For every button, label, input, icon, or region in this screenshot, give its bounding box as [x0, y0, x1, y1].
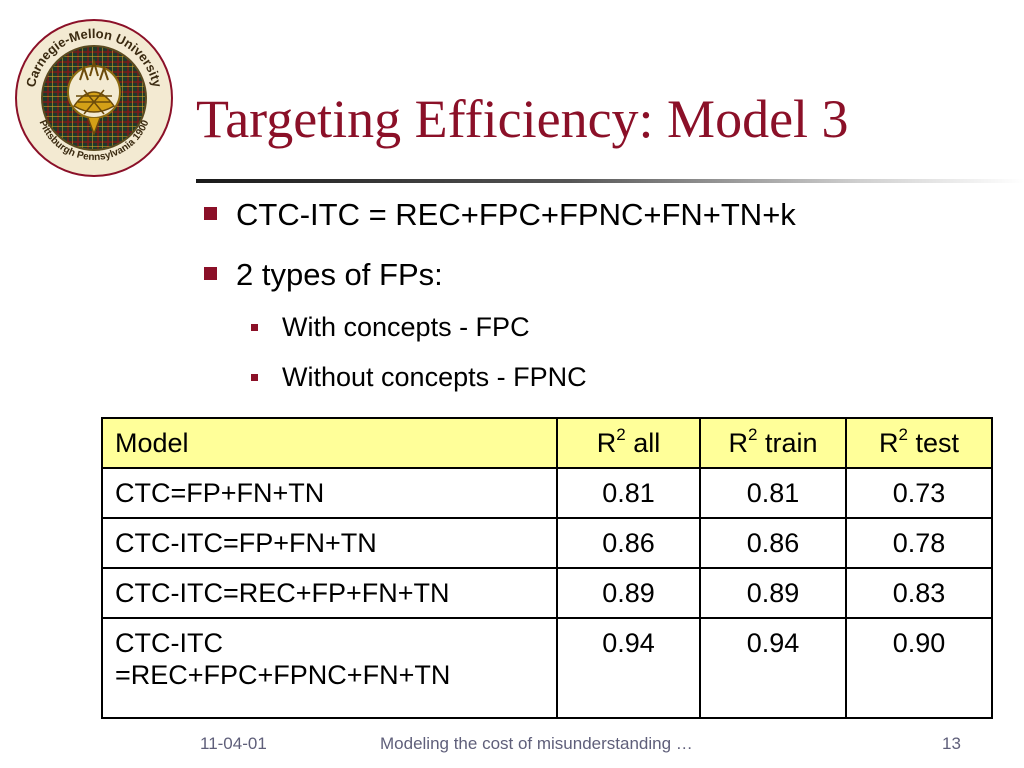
- footer-title: Modeling the cost of misunderstanding …: [380, 734, 693, 753]
- thistle-icon: [67, 58, 121, 137]
- square-bullet-icon: [204, 207, 217, 220]
- header-r2-test: R2 test: [845, 417, 993, 469]
- table-row: CTC-ITC =REC+FPC+FPNC+FN+TN 0.94 0.94 0.…: [101, 617, 993, 719]
- table-row: CTC-ITC=REC+FP+FN+TN 0.89 0.89 0.83: [101, 567, 993, 619]
- square-bullet-icon: [204, 267, 217, 280]
- square-bullet-icon: [251, 324, 258, 331]
- cell-r2-train: 0.94: [699, 617, 847, 719]
- footer-date: 11-04-01: [200, 734, 267, 753]
- cell-model: CTC-ITC=FP+FN+TN: [101, 517, 558, 569]
- cell-r2-all: 0.86: [556, 517, 701, 569]
- cmu-seal-logo: Carnegie-Mellon University Pittsburgh Pe…: [15, 19, 173, 177]
- page-number: 13: [942, 734, 961, 753]
- table-row: CTC-ITC=FP+FN+TN 0.86 0.86 0.78: [101, 517, 993, 569]
- sub-bullet-text: With concepts - FPC: [282, 312, 530, 342]
- header-r2-all: R2 all: [556, 417, 701, 469]
- cell-r2-train: 0.89: [699, 567, 847, 619]
- results-table: Model R2 all R2 train R2 test CTC=FP+FN+…: [101, 417, 993, 719]
- cell-model-line: =REC+FPC+FPNC+FN+TN: [115, 660, 451, 690]
- cell-r2-all: 0.81: [556, 467, 701, 519]
- sub-bullet-text: Without concepts - FPNC: [282, 362, 587, 392]
- cell-r2-test: 0.73: [845, 467, 993, 519]
- cell-model: CTC-ITC =REC+FPC+FPNC+FN+TN: [101, 617, 558, 719]
- header-model: Model: [101, 417, 558, 469]
- bullet-text: 2 types of FPs:: [236, 257, 443, 292]
- cell-r2-train: 0.86: [699, 517, 847, 569]
- cell-r2-test: 0.90: [845, 617, 993, 719]
- title-divider: [196, 179, 1024, 183]
- cell-r2-all: 0.94: [556, 617, 701, 719]
- cell-r2-train: 0.81: [699, 467, 847, 519]
- bullet-text: CTC-ITC = REC+FPC+FPNC+FN+TN+k: [236, 197, 796, 232]
- cell-model-line: CTC-ITC: [115, 628, 223, 658]
- table-header-row: Model R2 all R2 train R2 test: [101, 417, 993, 469]
- header-r2-train: R2 train: [699, 417, 847, 469]
- slide-title: Targeting Efficiency: Model 3: [196, 89, 849, 149]
- cell-r2-test: 0.83: [845, 567, 993, 619]
- table-row: CTC=FP+FN+TN 0.81 0.81 0.73: [101, 467, 993, 519]
- cell-model: CTC=FP+FN+TN: [101, 467, 558, 519]
- square-bullet-icon: [251, 374, 258, 381]
- cell-model: CTC-ITC=REC+FP+FN+TN: [101, 567, 558, 619]
- cell-r2-test: 0.78: [845, 517, 993, 569]
- cell-r2-all: 0.89: [556, 567, 701, 619]
